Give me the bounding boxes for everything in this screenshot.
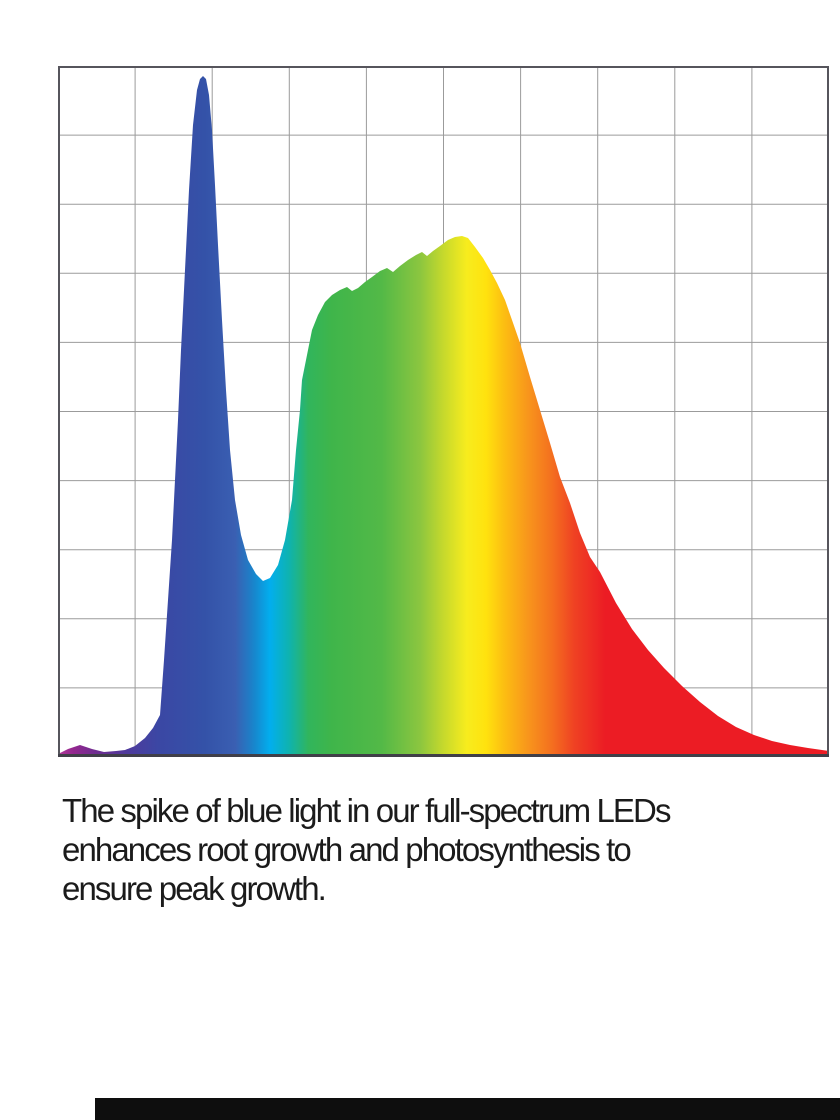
caption-line-2: enhances root growth and photosynthesis …: [62, 831, 632, 868]
spectrum-fill: [58, 76, 829, 757]
caption-line-3: ensure peak growth.: [62, 870, 327, 907]
spectrum-svg: [58, 66, 829, 757]
bottom-bar: [95, 1098, 840, 1120]
spectrum-chart: [58, 66, 829, 757]
caption-text: The spike of blue light in our full-spec…: [62, 791, 802, 908]
caption-line-1: The spike of blue light in our full-spec…: [62, 792, 671, 829]
